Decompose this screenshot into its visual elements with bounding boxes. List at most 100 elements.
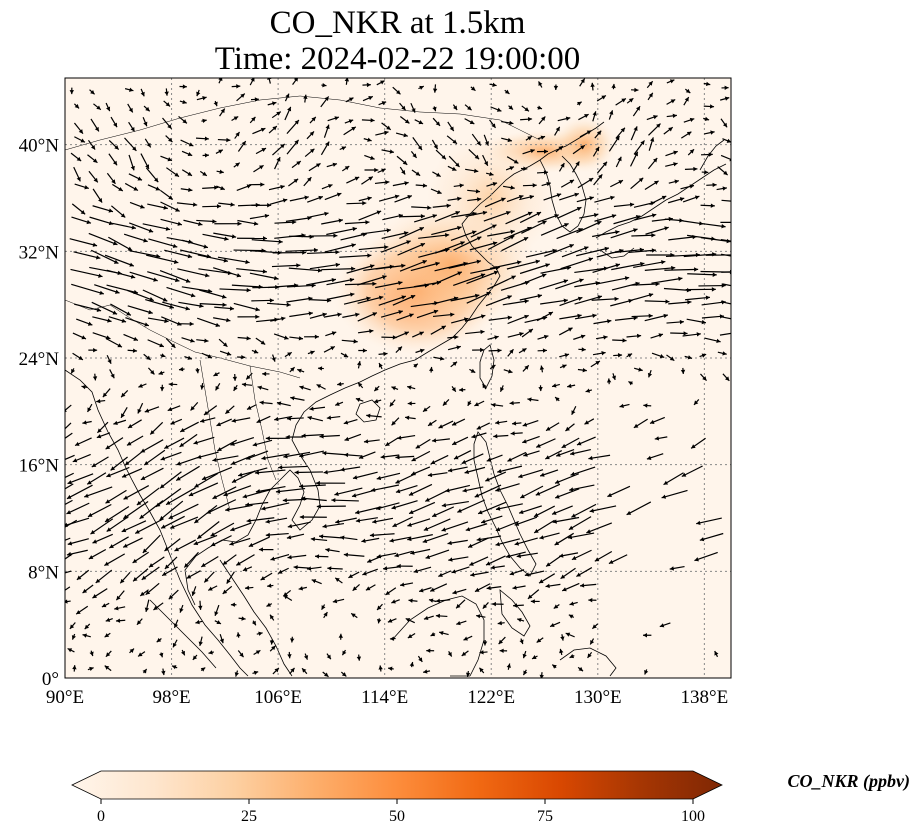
wind-arrow <box>630 126 638 141</box>
wind-arrow <box>159 652 164 658</box>
wind-arrow <box>267 101 277 106</box>
wind-arrow <box>237 140 247 152</box>
wind-arrow <box>487 229 515 237</box>
wind-arrow <box>323 312 342 318</box>
wind-arrow <box>555 278 584 290</box>
wind-arrow <box>683 96 690 106</box>
wind-arrow <box>559 648 564 656</box>
wind-arrow <box>219 350 232 356</box>
wind-arrow <box>142 223 171 231</box>
wind-arrow <box>537 135 546 140</box>
wind-arrow <box>556 227 583 240</box>
wind-arrow <box>450 230 477 241</box>
wind-arrow <box>265 517 288 524</box>
wind-arrow <box>411 205 432 210</box>
wind-arrow <box>207 585 218 591</box>
wind-arrow <box>447 345 461 351</box>
wind-arrow <box>127 305 153 315</box>
wind-arrow <box>561 582 580 592</box>
map-panel[interactable] <box>48 75 755 679</box>
wind-arrow <box>160 384 165 392</box>
wind-arrow <box>448 556 469 562</box>
wind-arrow <box>392 294 416 306</box>
wind-arrow <box>194 472 219 488</box>
wind-arrow <box>159 189 174 200</box>
wind-arrow <box>426 648 435 653</box>
wind-arrow <box>441 521 469 532</box>
coastline-layer <box>65 95 727 677</box>
wind-arrow <box>716 186 727 191</box>
wind-arrow <box>321 218 343 225</box>
wind-arrow <box>174 539 197 552</box>
wind-arrow <box>554 488 580 499</box>
wind-arrow <box>284 106 292 121</box>
wind-arrow <box>380 240 411 253</box>
wind-arrow <box>554 396 560 402</box>
wind-arrow <box>431 438 450 443</box>
wind-arrow <box>407 518 431 527</box>
wind-arrow <box>399 260 428 272</box>
wind-arrow <box>108 153 118 166</box>
wind-arrow <box>666 319 684 325</box>
wind-arrow <box>665 150 678 157</box>
wind-arrow <box>217 256 250 265</box>
wind-arrow <box>144 599 150 613</box>
wind-arrow <box>161 566 178 577</box>
wind-arrow <box>587 651 593 659</box>
wind-arrow <box>378 665 383 672</box>
wind-arrow <box>306 566 322 571</box>
wind-arrow <box>214 604 220 617</box>
wind-arrow <box>181 150 193 157</box>
wind-arrow <box>721 85 729 91</box>
wind-arrow <box>145 582 160 596</box>
wind-arrow <box>212 455 239 463</box>
wind-arrow <box>503 185 515 190</box>
wind-arrow <box>557 116 571 122</box>
wind-arrow <box>327 116 340 122</box>
wind-vector-layer <box>65 78 731 678</box>
wind-arrow <box>538 116 546 125</box>
wind-arrow <box>633 418 648 429</box>
wind-arrow <box>666 354 675 362</box>
wind-arrow <box>362 568 378 576</box>
wind-arrow <box>266 302 291 307</box>
wind-arrow <box>721 199 731 202</box>
wind-arrow <box>388 666 394 671</box>
wind-arrow <box>399 214 425 219</box>
wind-arrow <box>334 577 343 584</box>
wind-arrow <box>361 176 374 185</box>
wind-arrow <box>576 196 594 203</box>
wind-arrow <box>430 188 442 195</box>
wind-arrow <box>514 516 538 526</box>
wind-arrow <box>539 532 560 540</box>
wind-arrow <box>106 354 112 364</box>
wind-arrow <box>208 650 215 655</box>
wind-arrow <box>301 433 324 438</box>
wind-arrow <box>452 588 467 595</box>
wind-arrow <box>335 517 357 524</box>
wind-arrow <box>720 96 730 101</box>
wind-arrow <box>82 584 94 594</box>
wind-arrow <box>233 384 238 392</box>
wind-arrow <box>594 130 602 139</box>
wind-arrow <box>432 117 441 127</box>
wind-arrow <box>358 196 372 202</box>
wind-arrow <box>170 418 183 425</box>
wind-arrow <box>585 388 593 393</box>
wind-arrow <box>497 465 523 474</box>
wind-arrow <box>142 117 148 127</box>
wind-arrow <box>701 170 709 175</box>
wind-arrow <box>96 432 111 439</box>
wind-arrow <box>289 311 313 318</box>
wind-arrow <box>424 489 448 502</box>
wind-arrow <box>554 532 574 546</box>
wind-arrow <box>458 387 466 392</box>
wind-arrow <box>613 202 635 208</box>
wind-arrow <box>72 332 87 340</box>
wind-arrow <box>357 275 387 286</box>
latitude-axis: 0° 8°N 16°N 24°N 32°N 40°N <box>19 136 60 690</box>
wind-arrow <box>87 139 96 150</box>
wind-arrow <box>613 353 623 358</box>
wind-arrow <box>283 451 311 459</box>
wind-arrow <box>684 166 698 172</box>
